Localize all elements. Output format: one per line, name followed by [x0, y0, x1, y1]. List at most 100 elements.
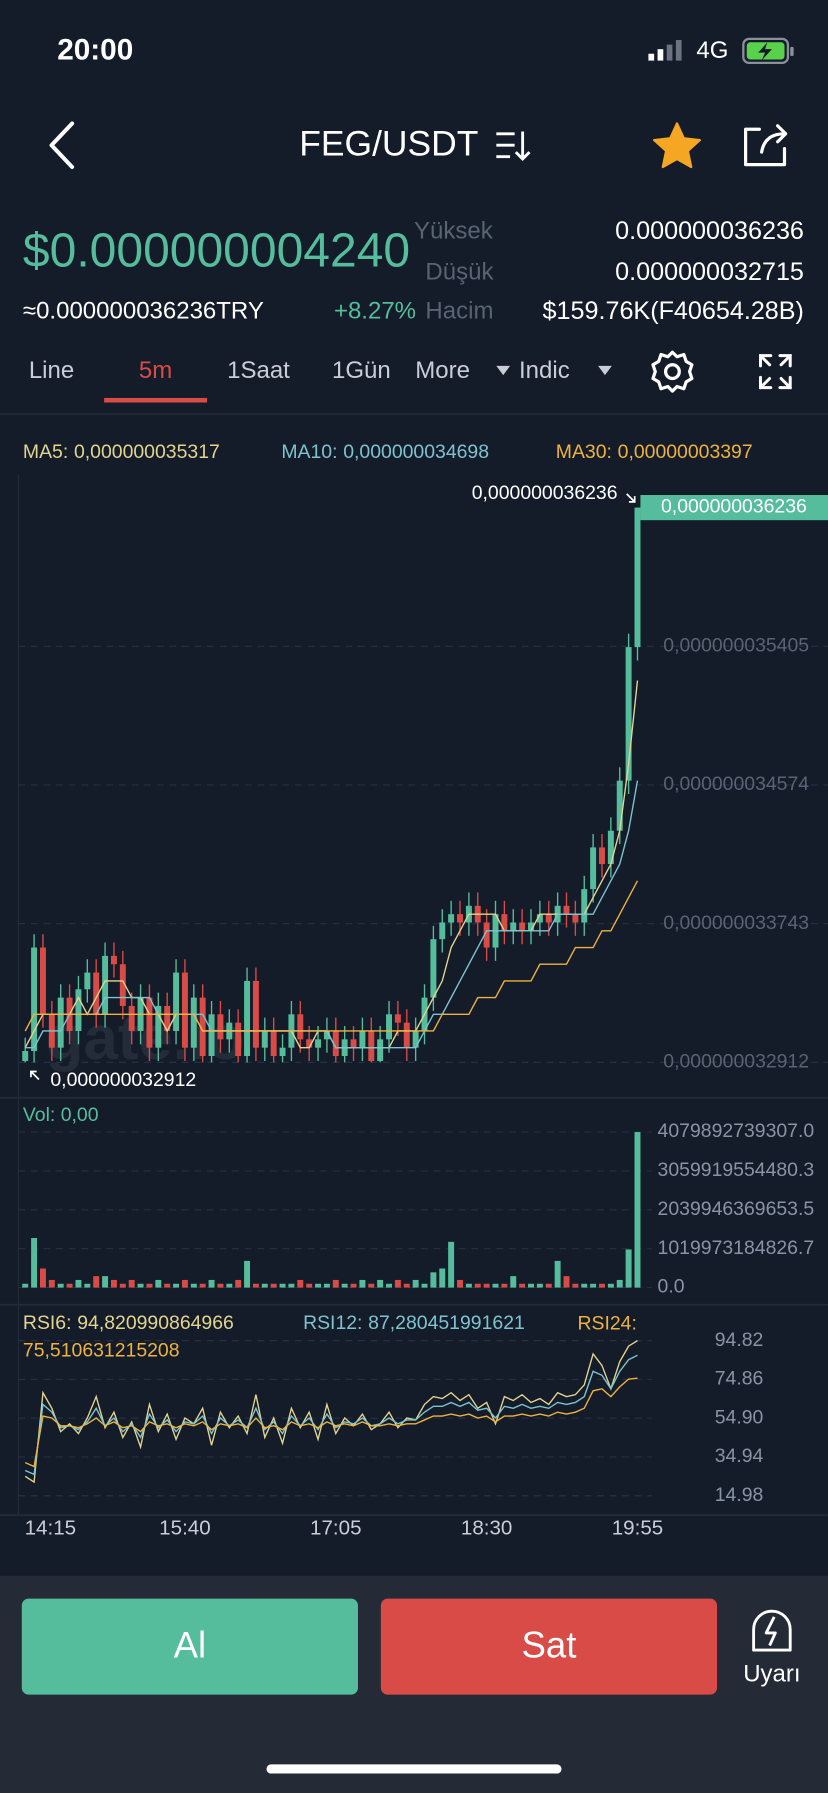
sell-button[interactable]	[380, 1598, 718, 1695]
candle-body	[244, 980, 251, 1057]
candle-body	[430, 939, 437, 998]
stat-value: 0.000000032715	[615, 258, 804, 286]
x-tick-label: 14:15	[25, 1516, 77, 1539]
alert-icon[interactable]	[752, 1609, 792, 1652]
volume-bar	[252, 1283, 259, 1288]
candle-body	[57, 997, 64, 1048]
dropdown-arrow	[496, 365, 511, 376]
high-marker-label: 0,000000036236	[472, 482, 618, 504]
candle-body	[625, 647, 632, 781]
candle-body	[119, 964, 126, 1006]
candle-body	[235, 1022, 242, 1057]
tab[interactable]: More	[415, 357, 470, 384]
candle-body	[483, 922, 490, 948]
volume-bar	[590, 1283, 597, 1288]
y-tick-label: 1019973184826.7	[658, 1237, 815, 1259]
volume-bar	[102, 1276, 109, 1288]
legend-entry: MA30: 0,00000003397	[556, 441, 753, 463]
share-button[interactable]	[744, 124, 788, 167]
favorite-star[interactable]	[652, 122, 702, 169]
volume-bar	[39, 1268, 46, 1288]
volume-bar	[394, 1279, 401, 1288]
y-tick-label: 0.0	[658, 1276, 685, 1298]
volume-bar	[554, 1260, 561, 1288]
pair-title[interactable]: FEG/USDT	[299, 124, 478, 164]
y-tick-label: 54.90	[715, 1406, 764, 1428]
volume-bar	[545, 1283, 552, 1288]
candle-body	[607, 830, 614, 865]
rsi-line	[24, 1340, 638, 1484]
candle-body	[368, 1030, 375, 1062]
volume-bar	[474, 1283, 481, 1288]
icon-line	[779, 354, 792, 367]
alert-label[interactable]: Uyarı	[743, 1661, 800, 1688]
candle-body	[84, 972, 91, 990]
volume-bar	[465, 1283, 472, 1288]
volume-bar	[448, 1241, 455, 1288]
candle-body	[545, 914, 552, 923]
tab[interactable]: 1Gün	[332, 357, 391, 384]
candle-body	[563, 905, 570, 915]
pair-switch-icon[interactable]	[496, 131, 531, 161]
legend-value: 75,510631215208	[23, 1340, 180, 1362]
candle-body	[359, 1030, 366, 1048]
stat-value: 0.000000036236	[615, 217, 804, 245]
x-tick-label: 15:40	[159, 1516, 211, 1539]
legend-value: 87,280451991621	[368, 1312, 525, 1334]
candle-body	[270, 1030, 277, 1057]
candle-body	[581, 889, 588, 923]
candle-body	[528, 922, 534, 931]
buy-button[interactable]	[21, 1598, 358, 1695]
volume-bar	[66, 1283, 73, 1288]
candle-body	[297, 1014, 304, 1040]
candle-body	[350, 1039, 357, 1048]
candle-body	[519, 922, 526, 931]
icon-line	[514, 151, 531, 161]
converted-price: ≈0.000000036236TRY	[23, 298, 264, 325]
sell-label[interactable]: Sat	[521, 1624, 576, 1665]
candle-body	[252, 980, 259, 1048]
legend-name: RSI24:	[578, 1312, 637, 1334]
legend-name: MA30:	[556, 441, 612, 463]
volume-bar	[501, 1283, 508, 1288]
buy-label[interactable]: Al	[174, 1624, 207, 1665]
tab[interactable]: 1Saat	[227, 357, 290, 384]
legend-value: 0,000000035317	[74, 441, 220, 463]
tab[interactable]: Line	[29, 357, 74, 384]
back-button[interactable]	[49, 121, 75, 169]
settings-button[interactable]	[651, 350, 694, 393]
moving-average-line	[24, 880, 639, 1032]
tab[interactable]: 5m	[139, 357, 172, 384]
dropdown-arrow	[598, 365, 612, 376]
volume-bar	[510, 1276, 517, 1288]
volume-bar	[386, 1283, 392, 1288]
icon-line	[752, 1609, 792, 1652]
volume-bar	[581, 1283, 588, 1288]
candle-body	[208, 1014, 215, 1057]
y-tick-label: 34.94	[715, 1445, 764, 1467]
candle-body	[190, 997, 197, 1048]
candle-body	[261, 1030, 268, 1048]
charts: 0,000000035405 0,000000034574 0,0000000337…	[18, 441, 828, 1539]
legend-name: MA5:	[23, 441, 68, 463]
candle-body	[394, 1014, 401, 1023]
y-tick-label: 0,000000034574	[663, 773, 809, 795]
icon-line	[758, 377, 772, 390]
legend-name: RSI12:	[303, 1312, 362, 1334]
volume-bar	[146, 1283, 153, 1288]
fullscreen-button[interactable]	[758, 354, 792, 390]
icon-line	[651, 350, 694, 393]
legend-entry: RSI12: 87,280451991621	[303, 1312, 525, 1334]
volume-bar	[359, 1279, 366, 1288]
candle-body	[386, 1014, 392, 1040]
tab[interactable]: Indic	[519, 357, 570, 384]
volume-bar	[164, 1283, 171, 1288]
stat-value: $159.76K(F40654.28B)	[543, 297, 804, 325]
y-tick-label: 2039946369653.5	[658, 1198, 815, 1220]
icon-line	[758, 354, 772, 367]
moving-average-line	[25, 780, 639, 1049]
battery-icon	[742, 37, 794, 65]
legend-name: MA10:	[281, 441, 337, 463]
signal-bar	[675, 40, 682, 61]
candle-body	[448, 914, 455, 923]
